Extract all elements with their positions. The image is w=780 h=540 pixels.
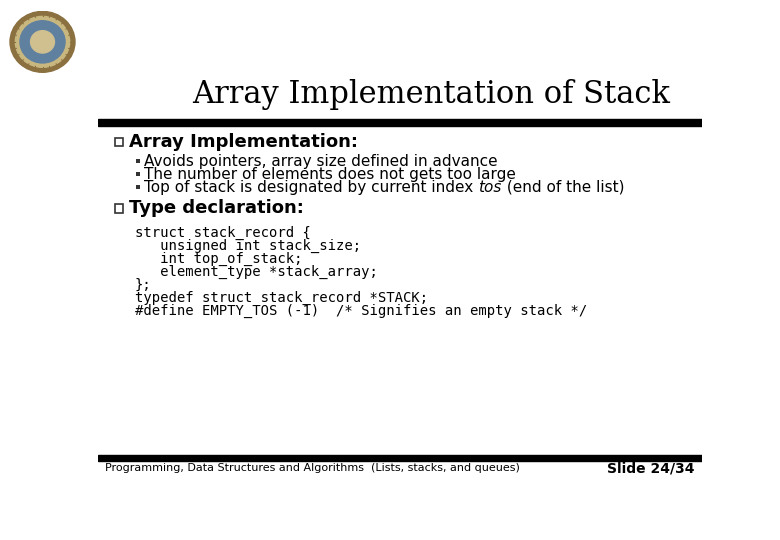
Text: The number of elements does not gets too large: The number of elements does not gets too…: [144, 167, 516, 181]
Text: typedef struct stack_record *STACK;: typedef struct stack_record *STACK;: [135, 291, 427, 305]
Circle shape: [10, 11, 75, 72]
Bar: [98, 460, 702, 461]
Text: element_type *stack_array;: element_type *stack_array;: [135, 265, 378, 279]
Bar: [98, 125, 702, 126]
Bar: [136, 172, 140, 176]
Bar: [98, 455, 702, 457]
Text: Slide 24/34: Slide 24/34: [607, 461, 694, 475]
Text: Top of stack is designated by current index: Top of stack is designated by current in…: [144, 180, 478, 195]
Text: Avoids pointers, array size defined in advance: Avoids pointers, array size defined in a…: [144, 153, 498, 168]
Bar: [136, 159, 140, 163]
Text: struct stack_record {: struct stack_record {: [135, 226, 310, 240]
Bar: [98, 119, 702, 123]
Text: unsigned int stack_size;: unsigned int stack_size;: [135, 239, 361, 253]
Circle shape: [20, 21, 65, 63]
Text: #define EMPTY_TOS (-1)  /* Signifies an empty stack */: #define EMPTY_TOS (-1) /* Signifies an e…: [135, 304, 587, 318]
Bar: [115, 204, 123, 213]
Text: };: };: [135, 278, 151, 292]
Text: Programming, Data Structures and Algorithms  (Lists, stacks, and queues): Programming, Data Structures and Algorit…: [105, 463, 520, 473]
Circle shape: [30, 31, 55, 53]
Bar: [136, 185, 140, 189]
Circle shape: [16, 16, 69, 68]
Text: Type declaration:: Type declaration:: [129, 199, 304, 218]
Bar: [115, 138, 123, 146]
Text: Array Implementation:: Array Implementation:: [129, 133, 358, 151]
Text: (end of the list): (end of the list): [502, 180, 624, 195]
Text: int top_of_stack;: int top_of_stack;: [135, 252, 302, 266]
Text: tos: tos: [478, 180, 502, 195]
Text: Array Implementation of Stack: Array Implementation of Stack: [192, 78, 670, 110]
